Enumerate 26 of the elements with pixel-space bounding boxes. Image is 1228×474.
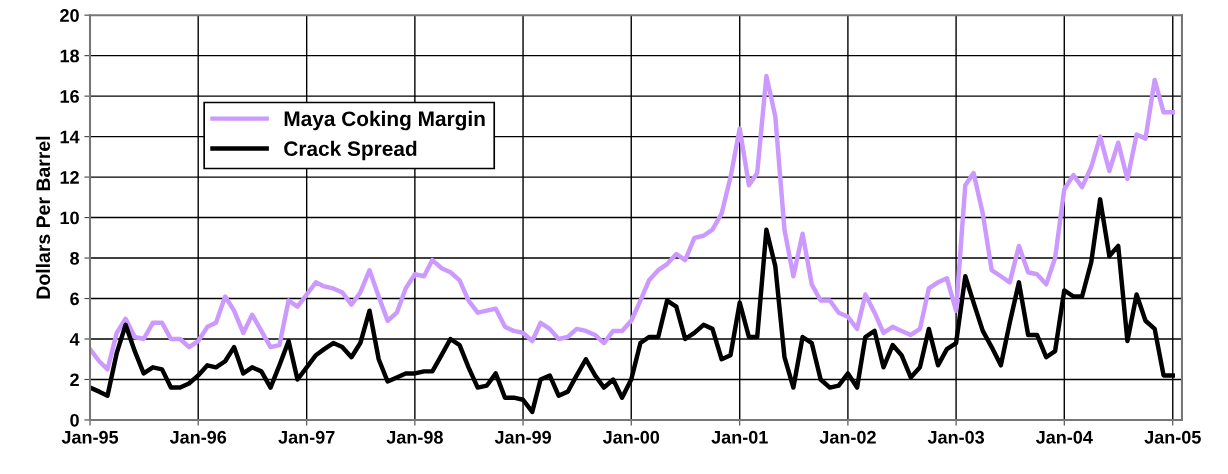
x-tick-label: Jan-00 (602, 430, 660, 444)
y-tick-label: 6 (70, 292, 79, 306)
x-tick-label: Jan-01 (711, 430, 768, 444)
x-tick-label: Jan-03 (927, 430, 985, 444)
x-tick-label: Jan-96 (169, 430, 227, 444)
y-tick-label: 2 (70, 373, 79, 387)
x-tick-label: Jan-98 (386, 430, 443, 444)
y-tick-label: 8 (70, 251, 80, 265)
x-tick-label: Jan-97 (278, 430, 335, 444)
y-tick-label: 4 (69, 333, 80, 346)
y-axis-title: Dollars Per Barrel (35, 136, 51, 299)
line-series (90, 73, 1175, 372)
y-tick-label: 12 (60, 171, 79, 184)
y-tick-label: 10 (60, 211, 79, 225)
y-tick-label: 16 (60, 90, 79, 103)
x-tick-label: Jan-95 (61, 430, 119, 444)
y-tick-label: 0 (70, 413, 79, 427)
legend-label: Maya Coking Margin (284, 110, 485, 131)
x-tick-label: Jan-99 (494, 430, 551, 444)
y-tick-label: 18 (60, 49, 80, 63)
x-tick-label: Jan-04 (1035, 430, 1093, 444)
x-tick-label: Jan-02 (819, 430, 876, 444)
y-tick-label: 20 (60, 9, 79, 22)
y-tick-label: 14 (60, 130, 80, 144)
x-tick-label: Jan-05 (1144, 430, 1201, 444)
legend-label: Crack Spread (284, 140, 417, 161)
